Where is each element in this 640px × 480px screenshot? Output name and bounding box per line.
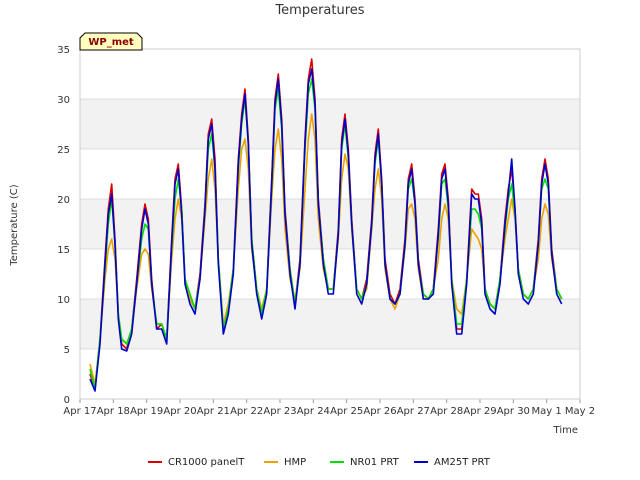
x-tick-3: Apr 20 (163, 406, 196, 417)
x-tick-9: Apr 26 (363, 406, 396, 417)
legend-label-1: HMP (284, 457, 306, 468)
y-tick-20: 20 (57, 195, 70, 206)
legend: CR1000 panelT HMP NR01 PRT AM25T PRT (148, 457, 491, 468)
chart-title: Temperatures (274, 3, 364, 18)
legend-item-3: AM25T PRT (414, 457, 491, 468)
badge-box (79, 32, 143, 51)
y-tick-25: 25 (57, 145, 70, 156)
y-tick-30: 30 (57, 95, 70, 106)
legend-label-3: AM25T PRT (434, 457, 491, 468)
legend-label-2: NR01 PRT (350, 457, 400, 468)
x-tick-14: May 1 (532, 406, 562, 417)
y-tick-10: 10 (57, 295, 70, 306)
x-tick-4: Apr 21 (197, 406, 230, 417)
x-tick-6: Apr 23 (263, 406, 296, 417)
legend-item-0: CR1000 panelT (148, 457, 245, 468)
plot-frame (79, 48, 581, 400)
y-tick-0: 0 (64, 395, 70, 406)
legend-label-0: CR1000 panelT (168, 457, 245, 468)
y-axis-label: Temperature (C) (9, 184, 20, 266)
x-tick-1: Apr 18 (97, 406, 130, 417)
band-15-20 (80, 199, 580, 249)
x-tick-11: Apr 28 (430, 406, 463, 417)
x-tick-12: Apr 29 (463, 406, 496, 417)
x-tick-0: Apr 17 (63, 406, 96, 417)
x-tick-15: May 2 (565, 406, 595, 417)
y-tick-labels: 0 5 10 15 20 25 30 35 (57, 45, 70, 406)
legend-item-1: HMP (264, 457, 306, 468)
x-tick-7: Apr 24 (297, 406, 330, 417)
series-lines (89, 58, 563, 392)
x-tick-5: Apr 22 (230, 406, 263, 417)
y-tick-5: 5 (64, 345, 70, 356)
legend-item-2: NR01 PRT (330, 457, 400, 468)
x-tick-labels: Apr 17 Apr 18 Apr 19 Apr 20 Apr 21 Apr 22 Apr … (63, 406, 595, 417)
badge-label: WP_met (88, 37, 134, 48)
x-axis-label: Time (553, 425, 578, 436)
wp-met-badge: WP_met (79, 32, 143, 51)
x-tick-8: Apr 25 (330, 406, 363, 417)
x-tick-2: Apr 19 (130, 406, 163, 417)
x-tick-13: Apr 30 (497, 406, 530, 417)
y-tick-15: 15 (57, 245, 70, 256)
y-tick-35: 35 (57, 45, 70, 56)
series-line-3 (89, 68, 563, 392)
band-25-30 (80, 99, 580, 149)
x-tick-10: Apr 27 (397, 406, 430, 417)
